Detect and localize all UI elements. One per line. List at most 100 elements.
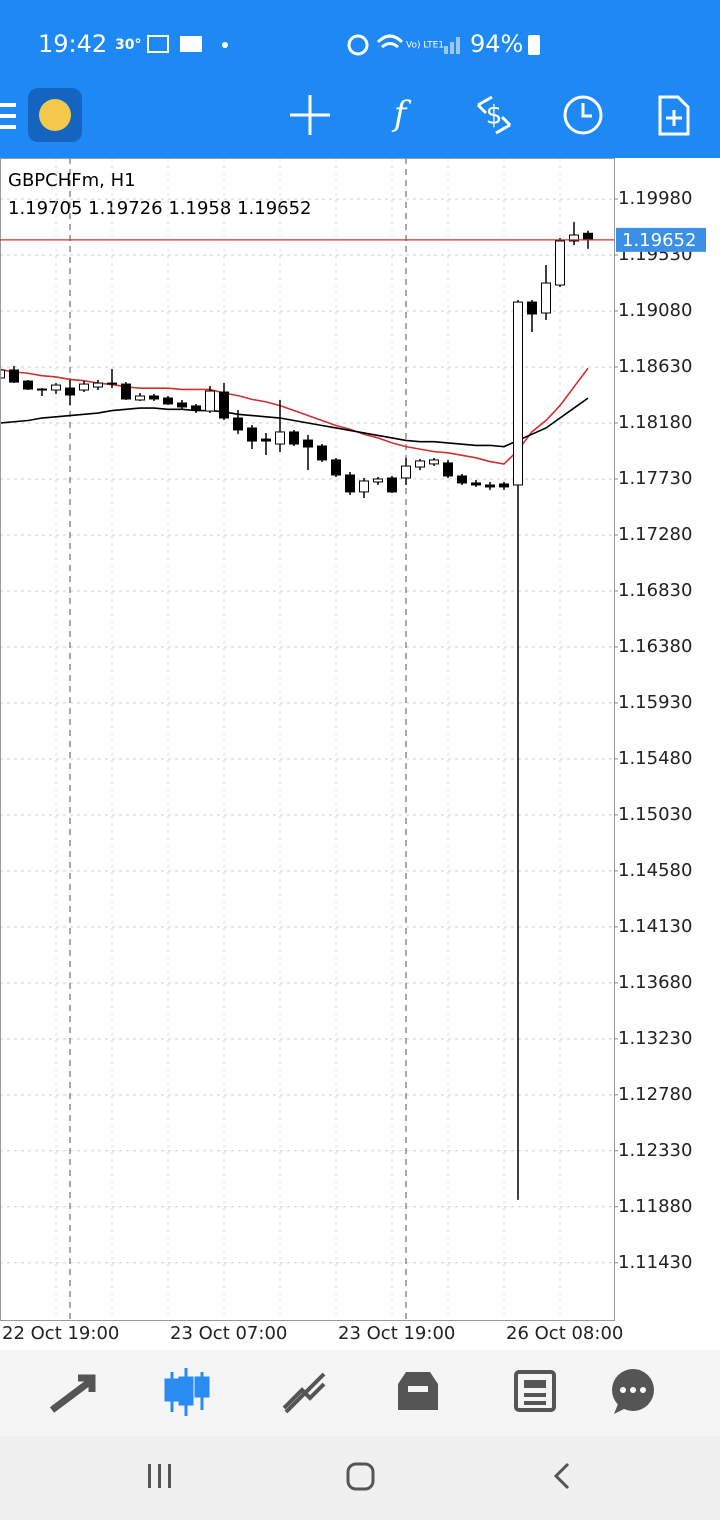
y-tick-label: 1.19980 <box>618 188 692 209</box>
candle-body <box>219 391 229 419</box>
candle-body <box>261 438 271 442</box>
nav-chart[interactable] <box>164 1368 210 1416</box>
y-tick-label: 1.13680 <box>618 972 692 993</box>
ohlc-close: 1.19652 <box>237 198 311 219</box>
current-price-label: 1.19652 <box>622 230 696 251</box>
candle-body <box>415 460 425 468</box>
nav-messages[interactable] <box>612 1369 654 1414</box>
candle-body <box>555 240 565 286</box>
candle-body <box>303 439 313 448</box>
home-button[interactable] <box>346 1462 375 1491</box>
y-tick-label: 1.16830 <box>618 580 692 601</box>
status-network: Vo) LTE1 <box>406 41 444 51</box>
candle-body <box>373 478 383 483</box>
candle-body <box>205 390 215 412</box>
y-tick-label: 1.11430 <box>618 1252 692 1273</box>
candle-body <box>443 462 453 477</box>
menu-button[interactable] <box>0 103 16 129</box>
trade-button[interactable]: $ <box>476 95 512 135</box>
candle-body <box>177 402 187 408</box>
candle-body <box>163 397 173 405</box>
x-tick-label: 26 Oct 08:00 <box>506 1323 623 1344</box>
candle-body <box>513 301 523 486</box>
status-temp: 30° <box>115 37 141 53</box>
status-time: 19:42 <box>38 30 107 58</box>
candle-body <box>387 477 397 493</box>
candle-body <box>359 480 369 493</box>
candle-body <box>65 387 75 396</box>
candle-body <box>499 483 509 488</box>
chart-title: GBPCHFm, H1 <box>8 170 136 191</box>
ohlc-open: 1.19705 <box>8 198 82 219</box>
candle-body <box>79 383 89 391</box>
candle-body <box>275 431 285 445</box>
candle-body <box>135 395 145 401</box>
y-tick-label: 1.18630 <box>618 356 692 377</box>
y-tick-label: 1.13230 <box>618 1028 692 1049</box>
app-logo-mark <box>39 99 71 131</box>
candle-body <box>289 431 299 445</box>
y-tick-label: 1.14580 <box>618 860 692 881</box>
candle-body <box>23 380 33 390</box>
y-tick-label: 1.16380 <box>618 636 692 657</box>
candle-body <box>149 395 159 400</box>
ohlc-low: 1.1958 <box>168 198 231 219</box>
candle-body <box>191 405 201 411</box>
y-tick-label: 1.17280 <box>618 524 692 545</box>
wifi-icon <box>376 34 404 49</box>
candle-body <box>233 417 243 431</box>
y-tick-label: 1.18180 <box>618 412 692 433</box>
y-tick-label: 1.11880 <box>618 1196 692 1217</box>
candle-body <box>331 459 341 476</box>
candle-body <box>247 427 257 442</box>
y-tick-label: 1.15030 <box>618 804 692 825</box>
y-tick-label: 1.19080 <box>618 300 692 321</box>
y-tick-label: 1.15930 <box>618 692 692 713</box>
chart: GBPCHFm, H1 1.19705 1.19726 1.1958 1.196… <box>0 158 706 1344</box>
current-price-box <box>616 227 706 252</box>
candle-body <box>121 383 131 400</box>
timeframe-button[interactable] <box>563 95 603 135</box>
battery-icon <box>528 35 540 55</box>
plot-area <box>1 159 614 1320</box>
crosshair-button[interactable] <box>290 95 330 135</box>
svg-text:$: $ <box>486 101 503 131</box>
recent-apps-button[interactable] <box>148 1464 171 1488</box>
y-tick-label: 1.12330 <box>618 1140 692 1161</box>
x-tick-label: 23 Oct 19:00 <box>338 1323 455 1344</box>
candle-body <box>345 474 355 493</box>
indicator-line <box>1 397 589 448</box>
candle-body <box>471 482 481 486</box>
status-battery: 94% <box>470 30 523 58</box>
y-tick-label: 1.15480 <box>618 748 692 769</box>
status-dot <box>222 42 228 48</box>
candle-body <box>93 382 103 388</box>
nav-quotes[interactable] <box>49 1374 96 1413</box>
candle-body <box>527 301 537 315</box>
template-button[interactable] <box>658 95 690 136</box>
candle-body <box>541 282 551 314</box>
y-tick-label: 1.17730 <box>618 468 692 489</box>
ohlc-header: 1.19705 1.19726 1.1958 1.19652 <box>8 198 312 219</box>
candle-body <box>569 234 579 242</box>
candle-body <box>485 484 495 488</box>
nav-news[interactable] <box>514 1370 556 1412</box>
candle-body <box>583 232 593 241</box>
y-tick-label: 1.14130 <box>618 916 692 937</box>
status-icon <box>147 35 169 53</box>
nav-trade[interactable] <box>282 1372 326 1414</box>
nav-history[interactable] <box>398 1372 438 1410</box>
alarm-icon <box>347 34 369 56</box>
candle-body <box>1 369 5 379</box>
candle-body <box>107 382 117 385</box>
signal-icon <box>444 37 460 54</box>
candle-body <box>457 475 467 484</box>
status-icon <box>180 36 202 52</box>
back-button[interactable] <box>553 1462 570 1490</box>
candle-body <box>51 384 61 391</box>
candle-body <box>9 369 19 383</box>
candle-body <box>317 445 327 461</box>
candle-body <box>401 465 411 479</box>
candle-body <box>429 459 439 465</box>
